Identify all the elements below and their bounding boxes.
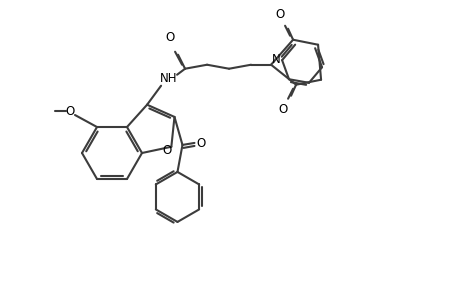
Text: O: O [275,8,284,21]
Text: O: O [278,103,287,116]
Text: O: O [196,137,206,150]
Text: O: O [165,31,174,44]
Text: NH: NH [160,72,178,85]
Text: O: O [65,104,74,118]
Text: N: N [271,53,280,66]
Text: O: O [162,144,172,157]
